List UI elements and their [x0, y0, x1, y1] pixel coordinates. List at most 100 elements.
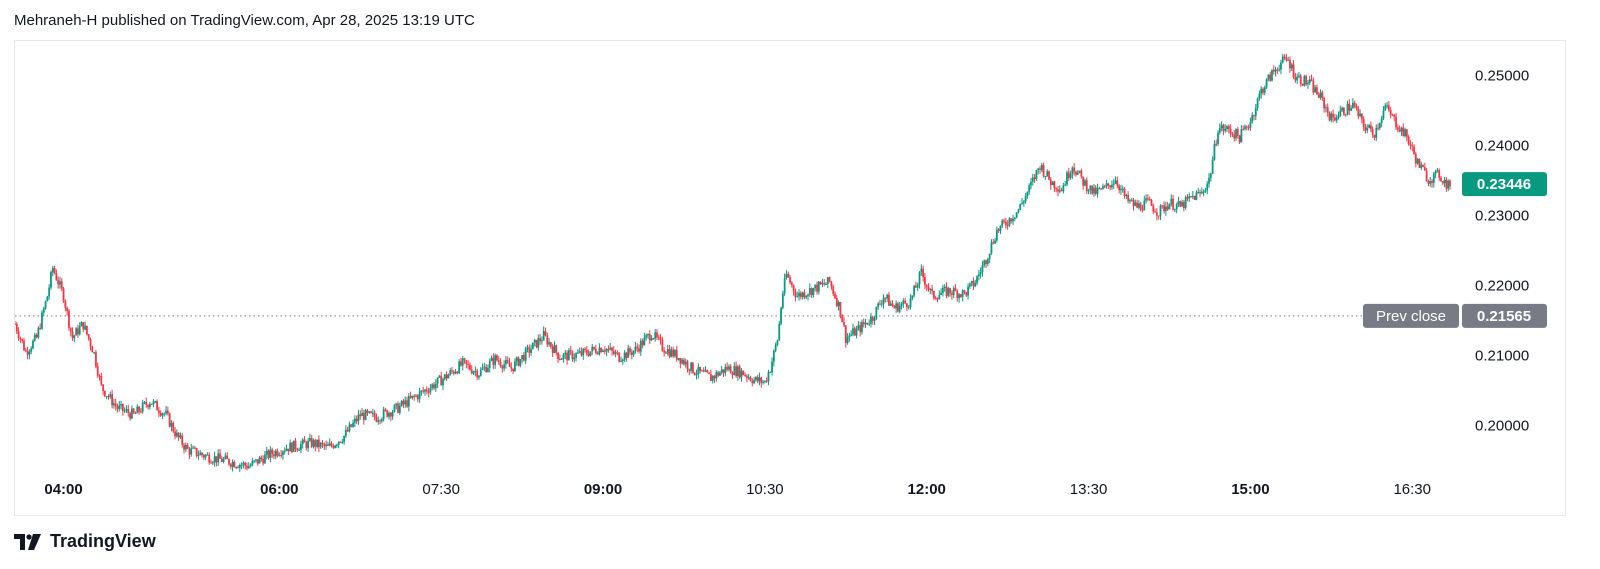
candle-body [808, 288, 811, 295]
candle-body [436, 377, 439, 384]
candle-body [719, 372, 721, 376]
candle-body [1328, 112, 1331, 121]
candle-body [1125, 194, 1128, 197]
candle-body [560, 358, 563, 360]
candle-body [652, 338, 655, 340]
candle-body [736, 366, 739, 377]
candle-body [1159, 205, 1162, 216]
candle-body [1049, 179, 1052, 186]
candle-body [1015, 212, 1018, 218]
candle-body [1314, 87, 1317, 93]
candle-body [1308, 79, 1311, 84]
candle-body [98, 375, 101, 377]
candle-body [1348, 103, 1351, 111]
candle-body [1299, 75, 1302, 84]
candle-body [533, 339, 536, 343]
candle-body [175, 432, 178, 437]
candle-body [1010, 218, 1013, 222]
candle-body [1244, 126, 1246, 130]
candle-body [1191, 195, 1194, 197]
candle-body [1071, 167, 1074, 175]
candle-body [23, 340, 25, 351]
candle-body [1012, 218, 1014, 222]
candle-body [1057, 189, 1059, 192]
candle-body [415, 395, 417, 397]
candle-body [220, 458, 223, 462]
candle-body [237, 467, 239, 469]
candle-body [693, 372, 696, 375]
candle-body [366, 410, 369, 413]
candle-body [943, 286, 946, 288]
candle-body [172, 422, 175, 432]
candle-body [625, 352, 628, 358]
candle-body [740, 370, 743, 378]
candle-body [573, 357, 576, 360]
candle-body [202, 455, 205, 458]
candle-body [1075, 171, 1077, 175]
candle-body [339, 441, 342, 443]
candle-body [999, 225, 1002, 231]
candle-body [251, 461, 254, 466]
candle-body [549, 342, 552, 347]
candle-body [1233, 134, 1236, 139]
candle-body [650, 338, 653, 341]
candle-body [686, 361, 689, 369]
candle-body [839, 302, 842, 315]
candle-body [355, 418, 358, 422]
candle-body [1112, 183, 1115, 185]
candle-body [1195, 192, 1198, 200]
candle-body [1305, 76, 1308, 85]
candle-body [864, 322, 867, 325]
candle-body [508, 362, 511, 367]
x-tick-label: 10:30 [746, 481, 784, 498]
candle-body [226, 455, 229, 460]
candle-body [1093, 187, 1095, 194]
candle-body [916, 284, 919, 288]
candle-body [1098, 188, 1101, 190]
candle-body [330, 443, 333, 446]
footer-brand[interactable]: TradingView [14, 531, 156, 552]
price-chart[interactable]: 0.25000 0.24000 0.23000 0.22000 0.21000 0.200… [15, 41, 1565, 515]
candle-body [891, 303, 894, 306]
candle-body [713, 375, 716, 379]
candle-body [911, 295, 914, 299]
candle-body [801, 292, 804, 297]
candle-body [409, 396, 412, 398]
tradingview-logo-icon [14, 533, 41, 550]
candle-body [959, 294, 962, 297]
candle-body [159, 412, 162, 416]
candle-body [663, 350, 666, 353]
candle-body [875, 306, 878, 319]
candle-body [150, 403, 153, 405]
candle-body [898, 305, 901, 312]
candle-body [1240, 129, 1243, 143]
candle-body [636, 346, 639, 349]
candle-body [665, 352, 667, 354]
candle-body [1199, 192, 1201, 194]
candle-body [1418, 159, 1421, 168]
prev-close-price-tag [1462, 303, 1547, 328]
candle-body [702, 370, 705, 372]
candle-body [1177, 201, 1180, 205]
candle-body [32, 340, 34, 349]
candle-body [481, 368, 484, 370]
candle-body [274, 450, 277, 457]
candle-body [1395, 116, 1397, 128]
candle-body [780, 307, 782, 324]
prev-close-price-label: 0.21565 [1477, 308, 1531, 325]
candle-body [683, 359, 685, 365]
candle-body [983, 260, 986, 266]
candle-body [526, 347, 529, 349]
candle-body [1190, 196, 1192, 198]
candle-body [783, 278, 786, 294]
candle-body [1330, 113, 1333, 121]
candle-body [50, 272, 52, 288]
candle-body [1123, 188, 1126, 197]
candle-body [46, 296, 49, 302]
candle-body [326, 444, 329, 446]
candle-body [837, 302, 840, 307]
candle-body [796, 296, 799, 298]
candle-body [1386, 105, 1388, 107]
candle-body [1413, 146, 1415, 155]
candle-body [1186, 197, 1189, 199]
